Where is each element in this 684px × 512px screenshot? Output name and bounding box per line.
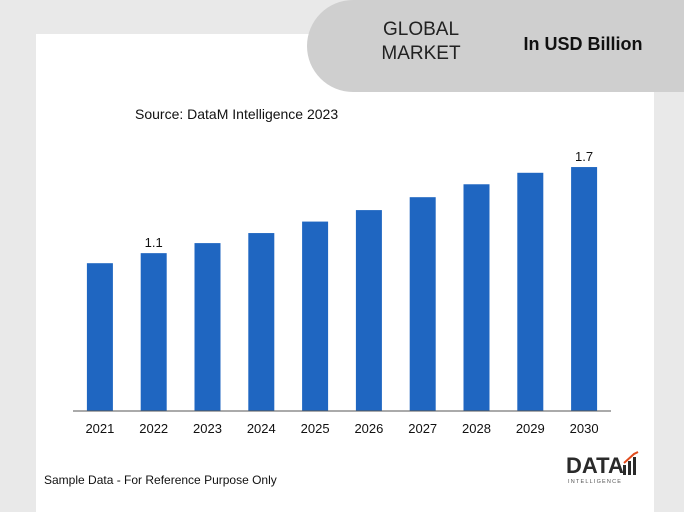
bar-2024	[248, 233, 275, 411]
data-label: 1.1	[145, 235, 163, 250]
bar-2023	[194, 243, 221, 411]
data-label: 1.7	[575, 149, 593, 164]
market-label: GLOBAL MARKET	[381, 19, 461, 64]
bar-2026	[355, 210, 382, 411]
x-tick-label: 2021	[85, 421, 114, 436]
x-tick-label: 2030	[570, 421, 599, 436]
chart-card	[36, 34, 654, 512]
x-tick-label: 2027	[408, 421, 437, 436]
bar-2029	[517, 172, 544, 411]
source-text: Source: DataM Intelligence 2023	[135, 106, 339, 122]
x-tick-label: 2026	[354, 421, 383, 436]
x-tick-label: 2025	[301, 421, 330, 436]
logo-word: DATA	[566, 453, 624, 478]
logo-bars-icon	[623, 451, 639, 475]
bar-2028	[463, 184, 490, 411]
x-tick-label: 2023	[193, 421, 222, 436]
header-pill	[307, 0, 684, 92]
bar-2030	[571, 167, 598, 411]
logo-tagline: INTELLIGENCE	[568, 479, 623, 485]
datam-logo: DATA INTELLIGENCE	[566, 449, 644, 489]
bar-2027	[409, 197, 436, 411]
bar-2025	[302, 221, 329, 411]
bar-2022	[140, 253, 167, 411]
footer-note: Sample Data - For Reference Purpose Only	[44, 473, 277, 487]
x-tick-label: 2024	[247, 421, 276, 436]
unit-label: In USD Billion	[523, 34, 643, 54]
x-tick-label: 2028	[462, 421, 491, 436]
x-tick-label: 2029	[516, 421, 545, 436]
x-tick-label: 2022	[139, 421, 168, 436]
bar-2021	[86, 263, 113, 411]
